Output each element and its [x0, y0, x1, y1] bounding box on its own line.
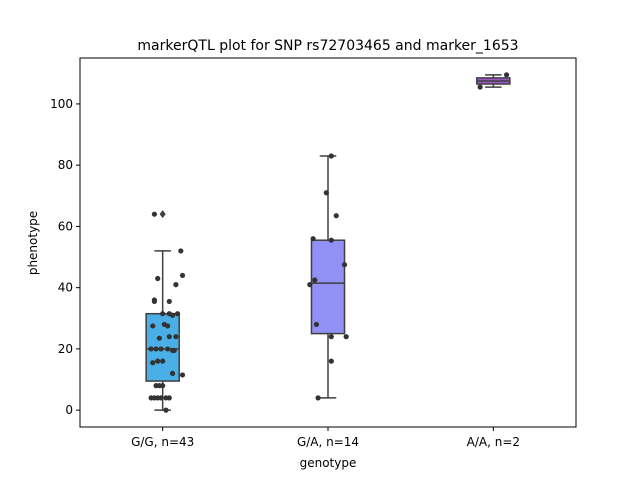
chart-title: markerQTL plot for SNP rs72703465 and ma… [137, 38, 518, 54]
data-point [166, 334, 172, 340]
x-tick-label: A/A, n=2 [467, 435, 520, 449]
data-point [150, 323, 156, 329]
data-point [477, 84, 483, 90]
data-point [155, 358, 161, 364]
data-point [166, 395, 172, 401]
y-tick-label: 60 [58, 219, 73, 233]
data-point [178, 248, 184, 254]
y-tick-label: 100 [50, 97, 73, 111]
data-point [307, 282, 313, 288]
data-point [503, 72, 510, 78]
data-point [155, 275, 161, 282]
data-point [323, 190, 329, 196]
data-point [165, 346, 171, 352]
data-point [163, 407, 169, 413]
x-tick-label: G/A, n=14 [297, 435, 359, 449]
data-point [165, 323, 171, 329]
box [310, 239, 346, 335]
data-point [158, 395, 164, 401]
data-point [173, 282, 179, 288]
data-point [160, 311, 166, 317]
box-group [476, 74, 511, 88]
y-tick-label: 0 [65, 403, 73, 417]
data-point [151, 211, 157, 217]
plot-frame [79, 57, 577, 428]
data-point [173, 334, 179, 340]
data-point [153, 346, 159, 352]
data-point [315, 395, 321, 401]
plot-area [145, 72, 511, 413]
data-point [333, 213, 339, 219]
data-point [341, 262, 348, 268]
outlier-marker [159, 210, 166, 219]
data-point [156, 383, 162, 389]
data-point [328, 153, 334, 159]
data-point [150, 360, 156, 366]
data-point [148, 346, 154, 352]
data-point [151, 298, 157, 305]
data-point [174, 311, 181, 317]
data-point [179, 372, 186, 378]
y-tick-label: 20 [58, 342, 73, 356]
data-point [179, 272, 186, 279]
data-point [156, 335, 162, 341]
data-point [310, 236, 316, 242]
data-point [328, 334, 334, 340]
data-point [328, 358, 334, 364]
data-point [343, 334, 349, 340]
data-point [169, 370, 176, 377]
data-point [169, 312, 176, 318]
y-tick-label: 80 [58, 158, 73, 172]
data-point [328, 237, 334, 243]
data-point [171, 347, 177, 354]
axes: 0 20 40 60 80 100 G/G, n=43 G/A, n=14 A/A, n=2 [50, 97, 520, 449]
x-axis-label: genotype [300, 456, 357, 470]
data-point [313, 321, 320, 328]
y-axis-label: phenotype [26, 211, 40, 275]
data-point [160, 358, 166, 364]
x-tick-label: G/G, n=43 [131, 435, 194, 449]
data-point [312, 277, 318, 283]
box-group [310, 155, 346, 399]
data-point [166, 298, 172, 305]
y-tick-label: 40 [58, 281, 73, 295]
data-point [158, 346, 164, 352]
